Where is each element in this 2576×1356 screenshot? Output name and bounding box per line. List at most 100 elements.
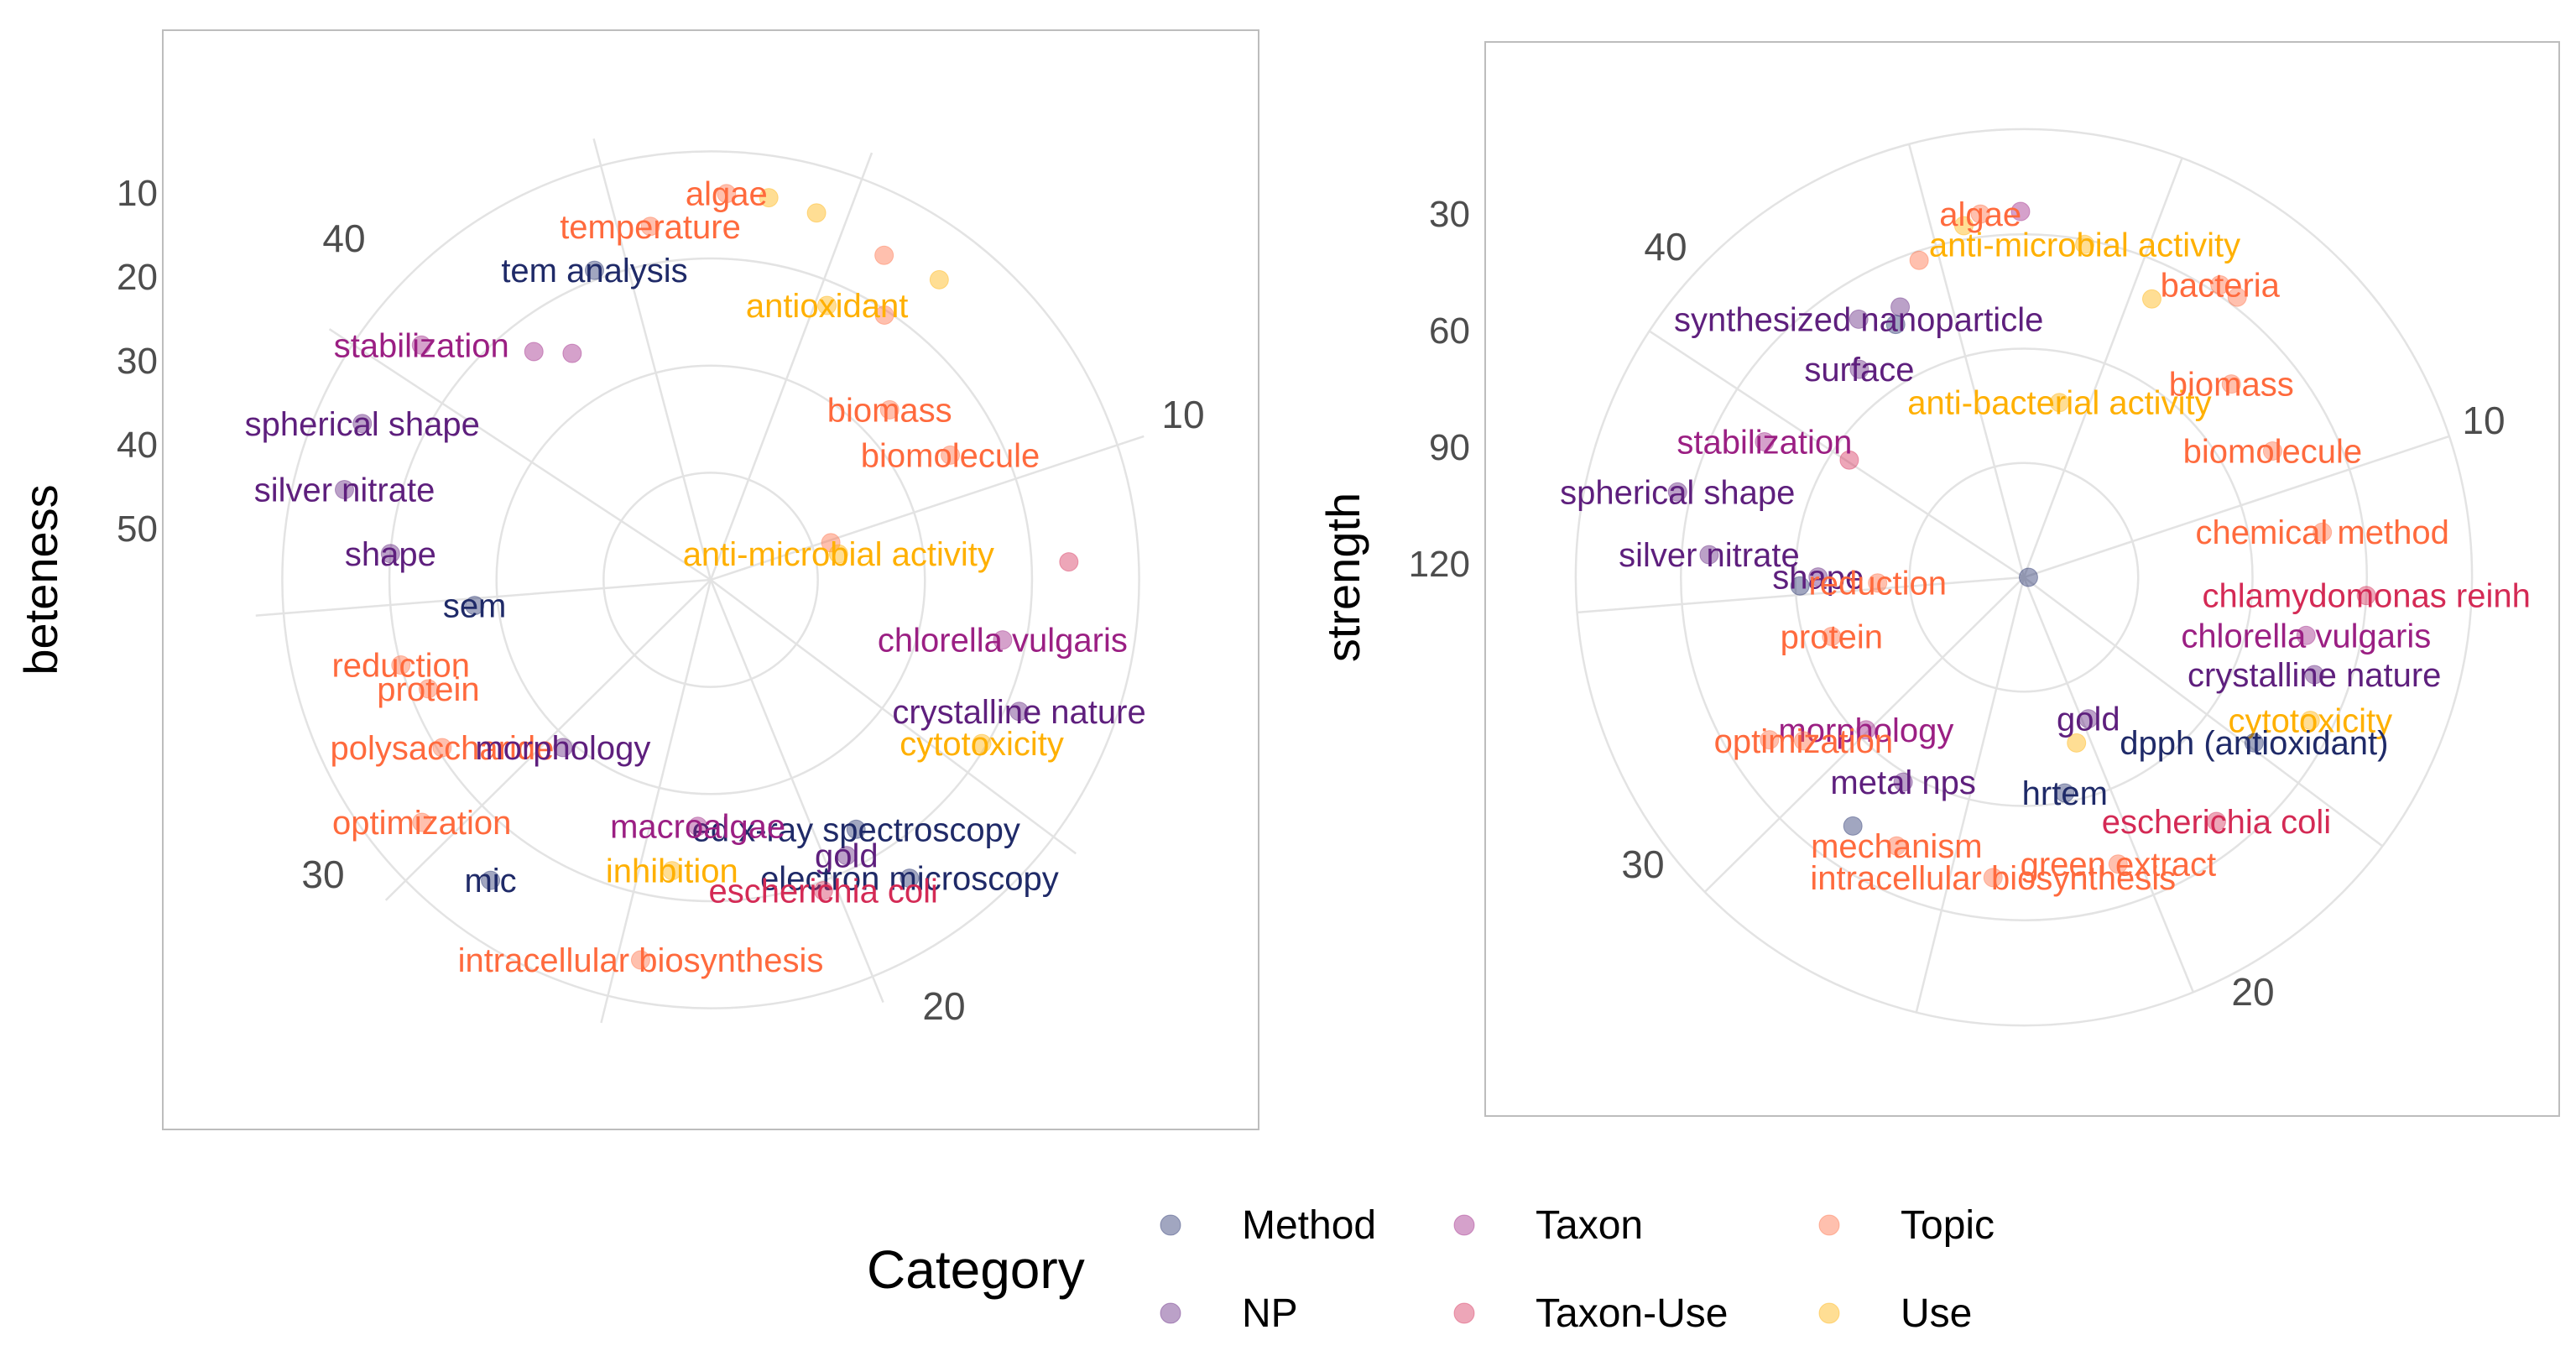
grid-spoke — [1577, 576, 2025, 614]
data-point — [846, 819, 866, 839]
data-point — [1885, 315, 1906, 335]
point-label: surface — [1804, 352, 1914, 389]
point-label: electron microscopy — [760, 861, 1059, 898]
data-point — [874, 305, 894, 325]
point-label: shape — [345, 536, 436, 573]
legend-label: Taxon — [1536, 1203, 1643, 1248]
point-label: dpph (antioxidant) — [2120, 725, 2388, 762]
point-label: biomass — [827, 392, 952, 429]
data-point — [1843, 816, 1863, 836]
grid-spoke — [2022, 576, 2195, 993]
point-label: chemical method — [2195, 514, 2448, 551]
data-point — [584, 260, 604, 280]
grid-ring — [388, 257, 1034, 903]
strength-panel: 30 60 90 120 10 20 30 40 strength algaea… — [1317, 41, 2560, 1117]
data-point — [1755, 431, 1775, 451]
betweenness-angle-tick: 20 — [922, 984, 965, 1028]
point-label: optimization — [332, 805, 511, 842]
grid-spoke — [1703, 576, 2025, 893]
data-point — [941, 445, 961, 465]
point-label: escherichia coli — [2102, 804, 2331, 841]
strength-axis-title: strength — [1317, 493, 1369, 662]
data-point — [2206, 811, 2226, 832]
grid-spoke — [709, 152, 873, 581]
grid-ring — [495, 364, 926, 795]
betweenness-radial-tick: 30 — [117, 341, 158, 382]
strength-angle-tick: 20 — [2231, 970, 2274, 1014]
data-point — [1983, 868, 2003, 888]
data-point — [1790, 576, 1810, 596]
point-label: bacteria — [2161, 267, 2281, 304]
point-label: algae — [1939, 196, 2021, 233]
point-label: stabilization — [334, 327, 509, 364]
point-label: gold — [2057, 701, 2120, 738]
point-label: protein — [377, 671, 479, 708]
data-point — [2018, 567, 2038, 587]
data-point — [2055, 783, 2075, 803]
point-label: biomass — [2169, 367, 2294, 404]
data-point — [828, 544, 848, 564]
point-label: shape — [1772, 560, 1864, 597]
data-point — [2075, 234, 2095, 254]
data-point — [481, 870, 501, 890]
grid-spoke — [1649, 330, 2025, 579]
data-point — [1059, 552, 1079, 572]
data-point — [1760, 730, 1780, 750]
point-label: green extract — [2021, 847, 2216, 884]
legend-swatch — [1818, 1214, 1840, 1236]
data-point — [640, 216, 660, 237]
data-point — [524, 342, 544, 362]
data-point — [929, 269, 949, 289]
strength-ticks: 30 60 90 120 10 20 30 40 — [1409, 194, 2506, 1014]
data-point — [335, 479, 355, 499]
point-label: tem analysis — [501, 253, 687, 289]
point-label: spherical shape — [245, 406, 480, 443]
data-point — [411, 335, 431, 355]
betweenness-radial-tick: 20 — [117, 257, 158, 298]
betweenness-radial-tick: 50 — [117, 508, 158, 550]
point-label: algae — [686, 176, 768, 213]
data-point — [717, 184, 737, 204]
point-label: sem — [443, 588, 507, 625]
grid-ring — [1574, 128, 2474, 1027]
grid-ring — [1680, 233, 2368, 921]
legend-swatch — [1160, 1214, 1181, 1236]
data-point — [2010, 201, 2031, 222]
point-label: chlamydomonas reinh — [2203, 578, 2531, 615]
grid-ring — [1908, 462, 2140, 693]
point-label: antioxidant — [746, 288, 908, 325]
data-point — [972, 733, 992, 754]
data-point — [1868, 573, 1888, 593]
data-point — [759, 188, 779, 208]
point-label: polysaccharide — [331, 730, 555, 767]
data-point — [1009, 701, 1030, 722]
data-point — [380, 544, 400, 564]
point-label: ed x-ray spectroscopy — [692, 811, 1020, 848]
point-label: spherical shape — [1560, 474, 1795, 511]
data-point — [1856, 720, 1876, 740]
betweenness-ticks: 10 20 30 40 50 10 20 30 40 — [117, 173, 1205, 1028]
data-point — [630, 950, 650, 970]
strength-grid — [1574, 128, 2474, 1027]
data-point — [837, 846, 857, 866]
strength-angle-tick: 40 — [1644, 225, 1687, 269]
point-label: morphology — [475, 730, 650, 767]
point-label: anti-bacterial activity — [1907, 385, 2211, 422]
point-label: reduction — [331, 648, 470, 685]
point-label: synthesized nanoparticle — [1674, 301, 2043, 338]
data-point — [2300, 710, 2320, 730]
point-label: biomolecule — [861, 437, 1040, 474]
strength-radial-tick: 90 — [1429, 427, 1470, 468]
point-label: cytotoxicity — [2228, 702, 2392, 739]
grid-ring — [602, 472, 819, 688]
data-point — [2049, 393, 2069, 413]
data-point — [2108, 854, 2128, 874]
data-point — [879, 399, 900, 420]
data-point — [562, 343, 582, 363]
point-label: escherichia coli — [708, 873, 937, 910]
betweenness-angle-tick: 30 — [301, 853, 344, 896]
data-point — [418, 679, 438, 699]
grid-spoke — [1907, 143, 2026, 578]
grid-spoke — [328, 328, 712, 582]
